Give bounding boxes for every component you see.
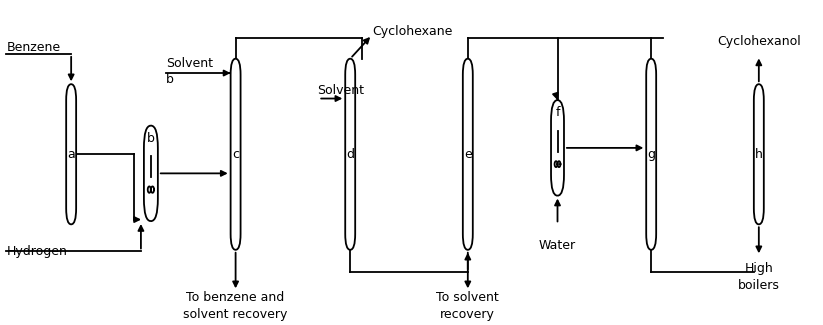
Text: To solvent
recovery: To solvent recovery <box>436 291 500 320</box>
Text: To benzene and
solvent recovery: To benzene and solvent recovery <box>184 291 288 320</box>
FancyBboxPatch shape <box>230 59 240 250</box>
Text: Solvent: Solvent <box>165 57 213 70</box>
FancyBboxPatch shape <box>754 84 764 224</box>
Text: a: a <box>67 148 75 161</box>
FancyBboxPatch shape <box>463 59 472 250</box>
Text: f: f <box>556 106 560 119</box>
Text: Hydrogen: Hydrogen <box>7 245 67 258</box>
FancyBboxPatch shape <box>144 125 158 221</box>
Text: Cyclohexanol: Cyclohexanol <box>717 35 801 48</box>
FancyBboxPatch shape <box>345 59 356 250</box>
Text: b: b <box>147 132 155 145</box>
Text: Solvent: Solvent <box>318 84 365 97</box>
FancyBboxPatch shape <box>646 59 656 250</box>
Text: e: e <box>464 148 472 161</box>
Text: Cyclohexane: Cyclohexane <box>372 25 453 38</box>
Text: g: g <box>647 148 655 161</box>
FancyBboxPatch shape <box>551 100 564 196</box>
Text: c: c <box>232 148 239 161</box>
Text: d: d <box>346 148 354 161</box>
Text: h: h <box>755 148 763 161</box>
Text: High
boilers: High boilers <box>738 262 779 292</box>
Text: Water: Water <box>539 239 576 252</box>
Text: b: b <box>165 73 174 86</box>
Text: Benzene: Benzene <box>7 41 61 54</box>
FancyBboxPatch shape <box>66 84 77 224</box>
